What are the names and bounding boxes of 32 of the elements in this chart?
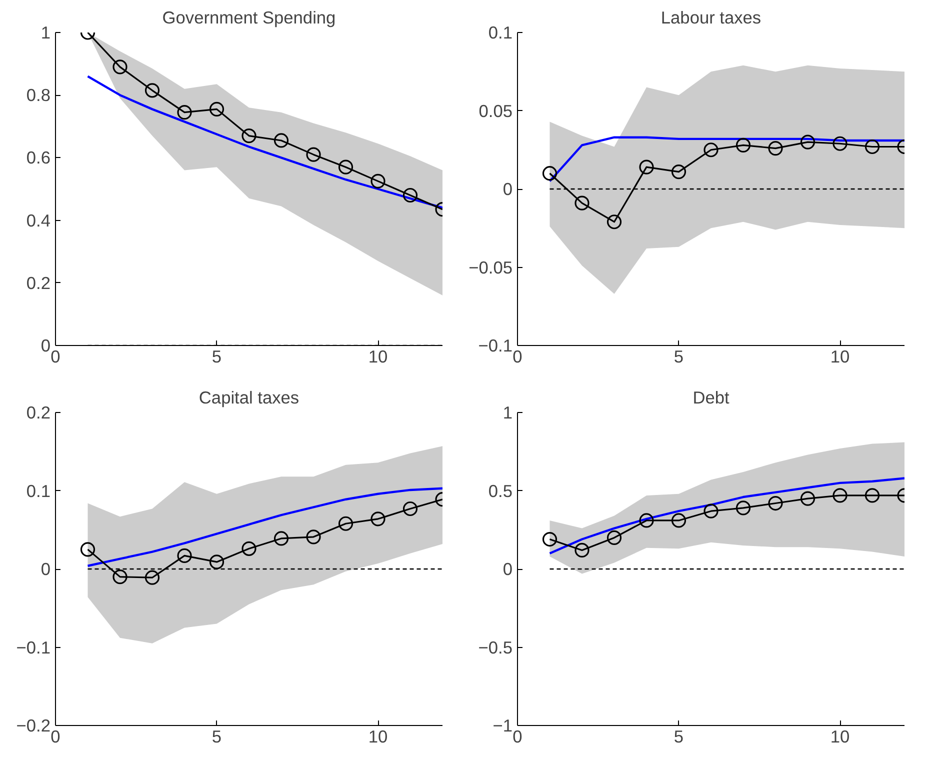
- x-tick-label: 5: [674, 346, 684, 366]
- chart-title: Capital taxes: [198, 388, 300, 408]
- chart-title: Government Spending: [162, 8, 336, 28]
- y-tick-label: −0.5: [478, 637, 513, 658]
- x-tick-label: 10: [830, 726, 850, 746]
- y-tick-label: 0.2: [26, 272, 51, 293]
- y-tick-label: 0.1: [26, 480, 51, 501]
- y-tick-label: 0: [40, 559, 51, 579]
- y-tick-label: 1: [40, 22, 51, 42]
- y-tick-label: 0.6: [26, 148, 51, 168]
- chart-title: Debt: [692, 388, 730, 408]
- y-tick-label: 0.05: [478, 100, 513, 121]
- x-tick-label: 10: [368, 346, 388, 366]
- x-tick-label: 10: [830, 346, 850, 366]
- y-tick-label: 0.2: [26, 402, 51, 422]
- y-tick-label: −0.1: [478, 336, 513, 356]
- x-tick-label: 5: [212, 726, 222, 746]
- chart-title: Labour taxes: [660, 8, 762, 28]
- y-tick-label: −0.2: [16, 716, 51, 736]
- y-tick-label: −0.1: [16, 637, 51, 658]
- y-tick-label: 0: [502, 559, 513, 579]
- y-tick-label: −1: [492, 716, 513, 736]
- y-tick-label: 0.4: [26, 210, 51, 230]
- y-tick-label: 1: [502, 402, 513, 422]
- x-tick-label: 5: [212, 346, 222, 366]
- y-tick-label: 0.5: [488, 480, 513, 501]
- y-tick-label: 0: [502, 179, 513, 199]
- y-tick-label: 0.8: [26, 85, 51, 106]
- x-tick-label: 10: [368, 726, 388, 746]
- y-tick-label: −0.05: [468, 257, 513, 278]
- x-tick-label: 5: [674, 726, 684, 746]
- y-tick-label: 0.1: [488, 22, 513, 42]
